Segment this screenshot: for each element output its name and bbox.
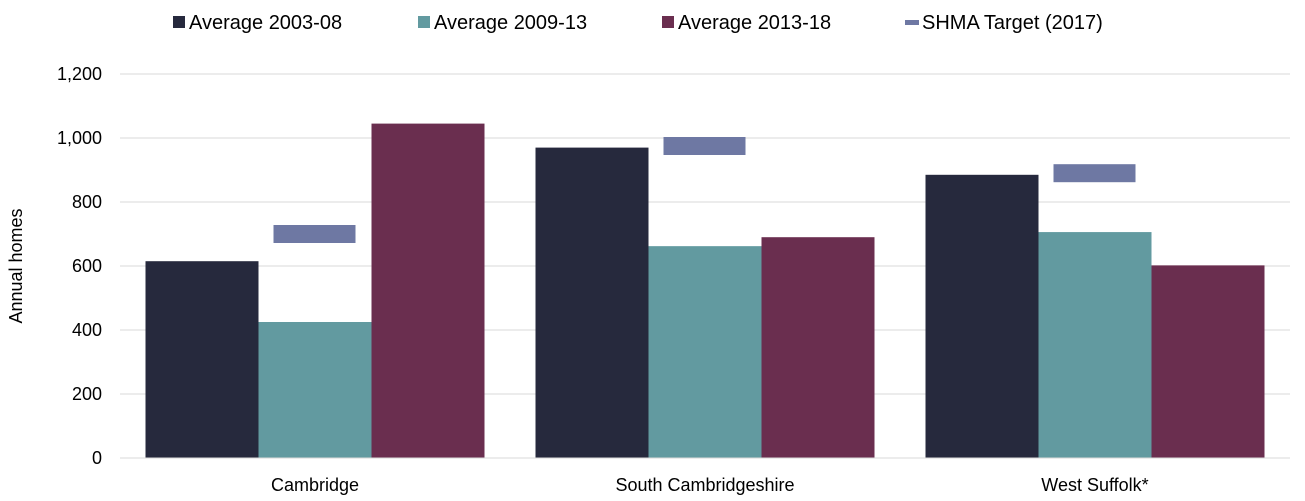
bar xyxy=(648,246,762,458)
x-tick-label: West Suffolk* xyxy=(1041,475,1148,495)
y-tick-label: 600 xyxy=(72,256,102,276)
y-tick-label: 200 xyxy=(72,384,102,404)
legend-label: Average 2003-08 xyxy=(189,12,342,34)
y-axis-title: Annual homes xyxy=(6,208,26,323)
target-marker xyxy=(663,137,746,155)
legend-label: Average 2009-13 xyxy=(434,12,587,34)
y-axis-ticks: 0 200 400 600 800 1,000 1,200 xyxy=(57,64,102,468)
bar xyxy=(371,123,485,458)
x-axis-ticks: Cambridge South Cambridgeshire West Suffol… xyxy=(271,475,1149,495)
bar xyxy=(258,322,372,458)
target-marker xyxy=(1053,164,1136,183)
x-tick-label: Cambridge xyxy=(271,475,359,495)
y-tick-label: 0 xyxy=(92,448,102,468)
y-tick-label: 1,000 xyxy=(57,128,102,148)
y-tick-label: 800 xyxy=(72,192,102,212)
legend-swatch xyxy=(173,16,185,28)
y-tick-label: 1,200 xyxy=(57,64,102,84)
bar xyxy=(1151,265,1265,458)
legend: Average 2003-08 Average 2009-13 Average 20… xyxy=(173,12,1103,34)
legend-swatch xyxy=(418,16,430,28)
legend-swatch xyxy=(905,20,919,25)
bar xyxy=(925,174,1039,459)
target-marker xyxy=(273,225,356,243)
x-tick-label: South Cambridgeshire xyxy=(615,475,794,495)
legend-label: Average 2013-18 xyxy=(678,12,831,34)
bar xyxy=(761,237,875,458)
legend-swatch xyxy=(662,16,674,28)
bar xyxy=(1038,232,1152,458)
bar-group xyxy=(145,123,1265,459)
legend-label: SHMA Target (2017) xyxy=(922,12,1103,34)
y-tick-label: 400 xyxy=(72,320,102,340)
bar xyxy=(535,147,649,458)
bar xyxy=(145,261,259,458)
target-markers xyxy=(273,137,1136,243)
